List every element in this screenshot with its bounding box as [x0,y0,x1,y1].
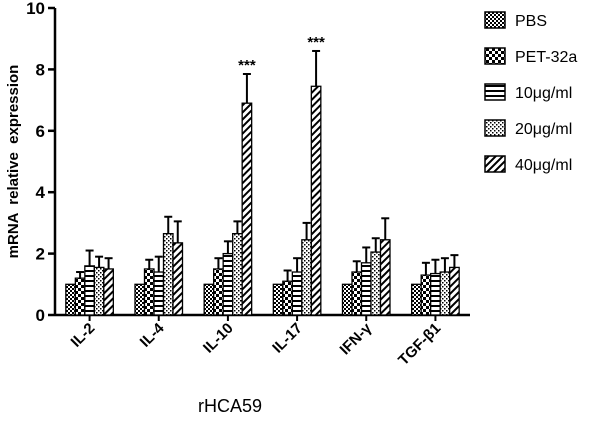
bar [291,271,303,316]
bar [370,251,382,316]
legend-swatch [484,47,506,65]
legend-item: PET-32a [484,47,577,66]
bar [103,268,114,316]
x-tick-label: IFN-γ [337,319,376,358]
legend-label: 10μg/ml [515,85,572,102]
bar [65,283,76,316]
x-tick-label: IL-10 [200,320,237,357]
legend: PBS PET-32a 10μg/ml 20μg/ml 40μg/ml [484,11,577,174]
x-tick-label: TGF-β1 [395,320,444,369]
x-axis-title: rHCA59 [198,396,262,416]
bar-group-IL-10 [203,73,253,316]
bar [411,283,422,316]
bar [241,102,253,316]
bar-group-IL-17 [272,49,322,316]
bar [203,283,215,316]
bar [172,242,184,316]
x-tick-label: IL-4 [137,319,168,350]
bar [282,280,293,316]
legend-item: 10μg/ml [484,83,572,102]
bar [232,232,243,316]
y-tick-label: 2 [36,245,45,264]
bar [213,268,224,316]
bar-group-IL-2 [65,249,114,316]
legend-swatch [484,11,506,29]
legend-item: PBS [484,11,547,30]
significance-annotation: *** [307,34,325,51]
bar [301,239,312,316]
bar [153,271,165,316]
bar [341,283,353,316]
y-axis-title: mRNA relative expression [5,65,22,259]
y-tick-label: 6 [36,122,45,141]
legend-label: PET-32a [515,49,577,66]
bar [84,265,95,316]
bar [449,266,460,316]
bar-group-IFN-γ [341,217,391,316]
legend-swatch [484,119,506,137]
bar [74,277,86,316]
y-tick-label: 8 [36,60,45,79]
x-tick-label: IL-2 [68,320,99,351]
bar [93,266,105,316]
bar-group-IL-4 [134,215,184,316]
legend-item: 20μg/ml [484,119,572,138]
legend-label: 40μg/ml [515,157,572,174]
plot-area: 0 2 4 6 8 10 IL-2 IL-4 IL-10 IL-17 IFN-γ TGF-β1 *** *… [26,0,470,369]
legend-label: PBS [515,13,547,30]
y-tick-label: 10 [26,0,45,18]
y-tick-label: 4 [36,183,46,202]
legend-swatch [484,83,506,101]
significance-annotation: *** [238,57,256,74]
legend-label: 20μg/ml [515,121,572,138]
legend-item: 40μg/ml [484,155,572,174]
bar [439,271,451,316]
x-tick-label: IL-17 [269,320,306,357]
bar [134,283,146,316]
bar [420,274,432,316]
bar-group-TGF-β1 [411,254,460,316]
bar [143,268,155,316]
y-tick-label: 0 [36,306,45,325]
bar [162,232,174,316]
bar [351,271,363,316]
bar [430,272,441,316]
bar [222,252,234,316]
legend-swatch [484,155,506,173]
bar [310,85,322,316]
bar [379,239,391,316]
bar [272,283,284,316]
bar [360,262,372,316]
